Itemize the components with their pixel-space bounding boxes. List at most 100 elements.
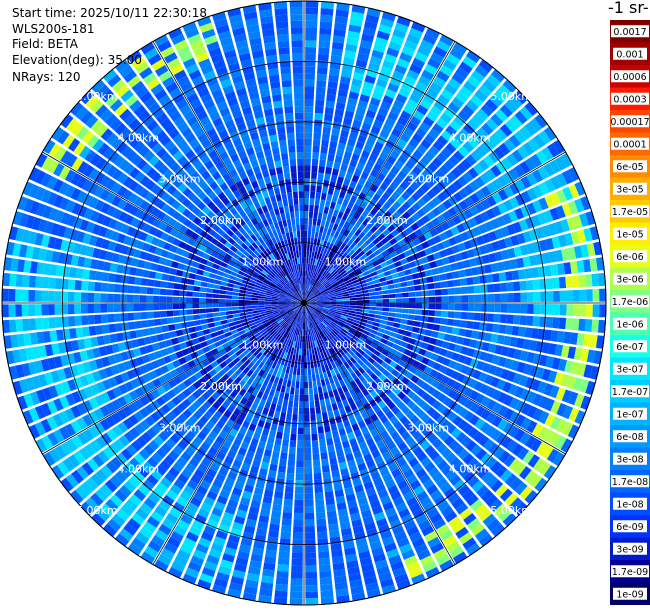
ppi-cell: [570, 361, 580, 375]
ppi-cell: [235, 417, 244, 426]
ppi-cell: [71, 122, 84, 136]
ppi-cell: [274, 313, 281, 318]
ppi-cell: [455, 431, 467, 443]
ppi-cell: [128, 402, 139, 414]
ppi-cell: [436, 70, 450, 83]
ppi-cell: [89, 439, 102, 453]
ppi-cell: [408, 232, 418, 241]
ppi-cell: [390, 105, 402, 116]
ppi-cell: [281, 405, 288, 414]
ppi-cell: [591, 273, 599, 287]
ppi-cell: [383, 241, 392, 249]
ppi-cell: [49, 330, 58, 342]
ppi-cell: [550, 176, 562, 190]
ppi-cell: [309, 321, 312, 329]
ppi-cell: [515, 193, 526, 206]
ppi-cell: [326, 193, 333, 202]
ppi-cell: [70, 405, 82, 419]
ppi-cell: [296, 374, 300, 382]
ppi-cell: [543, 210, 554, 223]
ppi-cell: [29, 332, 38, 345]
ppi-cell: [187, 252, 196, 261]
ppi-cell: [311, 313, 316, 320]
ppi-cell: [177, 440, 188, 451]
ppi-cell: [225, 291, 233, 296]
ppi-cell: [493, 313, 501, 323]
ppi-cell: [476, 127, 489, 140]
ppi-cell: [360, 253, 368, 261]
ppi-cell: [167, 274, 176, 282]
ppi-cell: [383, 345, 392, 352]
ppi-cell: [166, 185, 177, 195]
ppi-cell: [305, 571, 318, 579]
ppi-cell: [475, 360, 485, 371]
ppi-cell: [286, 466, 295, 474]
ppi-cell: [337, 508, 349, 517]
ppi-cell: [457, 419, 469, 431]
ppi-cell: [367, 103, 379, 113]
ppi-cell: [332, 345, 339, 353]
ppi-cell: [316, 419, 323, 427]
ppi-cell: [280, 452, 288, 460]
ppi-cell: [96, 508, 110, 522]
ppi-cell: [239, 426, 248, 435]
ppi-cell: [314, 393, 319, 401]
ppi-cell: [490, 218, 500, 230]
ppi-cell: [272, 291, 280, 295]
ppi-cell: [481, 294, 488, 303]
ppi-cell: [372, 237, 381, 245]
ppi-cell: [327, 275, 334, 281]
ppi-cell: [257, 237, 265, 245]
ppi-cell: [326, 94, 336, 102]
ppi-cell: [378, 373, 387, 382]
ppi-cell: [345, 279, 352, 285]
ppi-cell: [269, 262, 275, 269]
ppi-cell: [70, 420, 82, 434]
ppi-cell: [260, 315, 268, 320]
ppi-cell: [497, 356, 507, 367]
ppi-cell: [421, 525, 435, 537]
ppi-cell: [383, 219, 392, 228]
ppi-cell: [413, 320, 421, 328]
ppi-cell: [225, 202, 235, 211]
ppi-cell: [190, 474, 202, 485]
ppi-cell: [265, 291, 273, 295]
ppi-cell: [485, 168, 497, 181]
ppi-cell: [75, 231, 86, 243]
ppi-cell: [574, 410, 586, 425]
ppi-cell: [452, 215, 462, 225]
ppi-cell: [407, 170, 418, 181]
ppi-cell: [391, 405, 401, 415]
ppi-cell: [124, 461, 137, 474]
ppi-cell: [566, 375, 577, 389]
ppi-cell: [451, 497, 465, 510]
ppi-cell: [250, 499, 261, 509]
ppi-cell: [469, 205, 480, 216]
ppi-cell: [474, 89, 488, 103]
ppi-cell: [120, 351, 129, 361]
ppi-cell: [412, 149, 424, 160]
ppi-cell: [271, 307, 279, 310]
ppi-cell: [381, 11, 396, 22]
ppi-cell: [297, 341, 300, 349]
ppi-cell: [374, 335, 382, 342]
ppi-cell: [526, 405, 538, 419]
ppi-cell: [458, 407, 469, 419]
ppi-cell: [577, 229, 587, 244]
ppi-cell: [340, 317, 347, 322]
ppi-cell: [276, 570, 289, 579]
ppi-cell: [317, 332, 322, 339]
ppi-cell: [278, 391, 285, 400]
ppi-cell: [85, 246, 95, 257]
ppi-cell: [214, 578, 228, 589]
ppi-cell: [152, 107, 165, 119]
ppi-cell: [347, 201, 355, 210]
ppi-cell: [493, 89, 508, 103]
ppi-cell: [257, 521, 269, 530]
ppi-cell: [124, 132, 137, 145]
ppi-cell: [401, 201, 411, 211]
ppi-cell: [389, 237, 398, 246]
ppi-cell: [329, 278, 336, 284]
ppi-cell: [388, 462, 399, 473]
ppi-cell: [392, 525, 405, 536]
